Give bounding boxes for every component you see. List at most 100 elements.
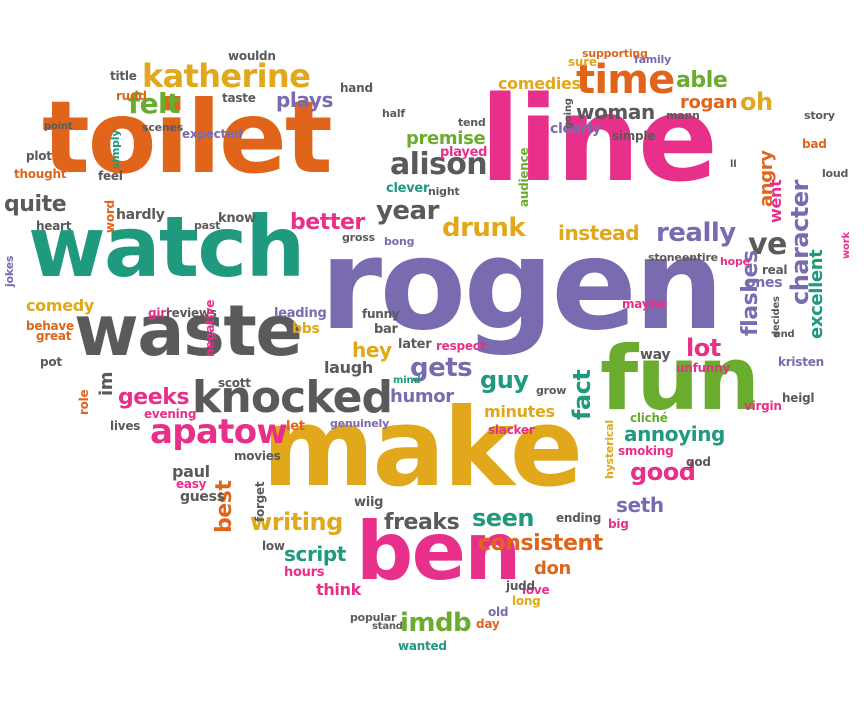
cloud-word: simple [612,129,656,143]
cloud-word: easy [176,477,207,491]
cloud-word: oh [740,88,773,116]
cloud-word: fact [568,369,596,420]
cloud-word: big [608,517,629,531]
cloud-word: scenes [142,121,184,134]
cloud-word: negative [203,299,217,357]
cloud-word: better [290,210,365,235]
cloud-word: jokes [3,255,16,287]
cloud-word: annoying [624,422,725,446]
cloud-word: plot [26,149,52,163]
cloud-word: popular [350,611,397,624]
cloud-word: writing [250,508,343,536]
cloud-word: played [440,145,488,160]
cloud-word: fun [600,327,760,430]
cloud-word: leading [274,306,327,321]
cloud-word: forget [253,481,267,522]
cloud-word: decides [771,296,782,338]
cloud-word: apatow [150,412,288,452]
cloud-word: lives [110,419,141,433]
cloud-word: bong [384,235,415,248]
cloud-word: word [103,200,117,233]
cloud-word: day [476,617,500,631]
cloud-word: waste [74,290,303,372]
cloud-word: scott [218,376,251,390]
cloud-word: clearly [550,121,601,137]
cloud-word: wouldn [228,49,276,63]
cloud-word: love [522,583,550,597]
cloud-word: family [634,53,672,66]
cloud-word: alison [390,147,488,182]
cloud-word: imdb [400,608,472,638]
cloud-word: premise [406,128,486,149]
cloud-word: grow [536,384,567,397]
cloud-word: unfunny [676,361,731,375]
cloud-word: half [382,107,405,120]
cloud-word: let [286,419,305,434]
cloud-word: audience [517,147,531,207]
cloud-word: hey [352,338,392,362]
cloud-word: long [512,594,541,608]
cloud-word: instead [558,221,640,245]
cloud-word: hand [340,81,373,95]
cloud-word: sure [568,55,597,69]
cloud-word: loud [822,167,849,180]
cloud-word: clever [386,181,430,196]
cloud-word: mind [393,375,421,386]
cloud-word: gets [410,353,473,383]
cloud-word: simply [109,129,122,169]
cloud-word: story [804,109,835,122]
cloud-word: maybe [622,297,666,311]
cloud-word: seth [616,493,664,517]
cloud-word: line [480,70,718,208]
cloud-word: point [44,121,73,132]
cloud-word: mann [666,109,700,122]
cloud-word: quite [4,192,67,217]
cloud-word: tend [458,116,486,129]
cloud-word: low [262,539,285,553]
cloud-word: guy [480,366,529,394]
cloud-word: end [774,329,795,340]
cloud-word: smoking [618,444,674,458]
cloud-word: stone [648,251,682,264]
cloud-word: supporting [582,47,648,60]
cloud-word: comedies [498,74,581,93]
cloud-word: reviews [166,306,217,320]
cloud-word: geeks [118,385,190,410]
cloud-word: laugh [324,358,373,377]
cloud-word: good [630,458,696,486]
cloud-word: rogen [320,211,724,358]
cloud-word: god [686,455,711,469]
cloud-word: old [488,605,509,619]
cloud-word: minutes [484,402,555,421]
cloud-word: comedy [26,296,94,315]
cloud-word: ve [748,227,787,262]
cloud-word: wanted [398,639,447,653]
cloud-word: humor [390,386,454,407]
cloud-word: night [428,185,460,198]
cloud-word: im [96,371,117,396]
cloud-word: bad [802,137,827,151]
cloud-word: hysterical [603,420,616,479]
cloud-word: feel [98,169,123,183]
cloud-word: consistent [478,531,603,556]
cloud-word: lot [686,334,721,362]
cloud-word: slacker [488,423,535,437]
cloud-word: heart [36,219,72,233]
cloud-word: kristen [778,355,824,369]
cloud-word: paul [172,462,210,481]
cloud-word: wiig [354,495,384,510]
cloud-word: movies [234,449,281,463]
cloud-word: year [376,196,439,226]
cloud-word: ending [556,511,602,525]
cloud-word: judd [506,579,535,593]
cloud-word: role [77,389,91,415]
cloud-word: title [110,69,137,83]
cloud-word: past [194,219,221,232]
cloud-word: cliché [630,411,668,425]
cloud-word: don [534,558,571,579]
cloud-word: ll [730,159,737,170]
cloud-word: work [841,232,852,259]
cloud-word: woman [576,100,655,124]
cloud-word: girl [148,306,170,320]
